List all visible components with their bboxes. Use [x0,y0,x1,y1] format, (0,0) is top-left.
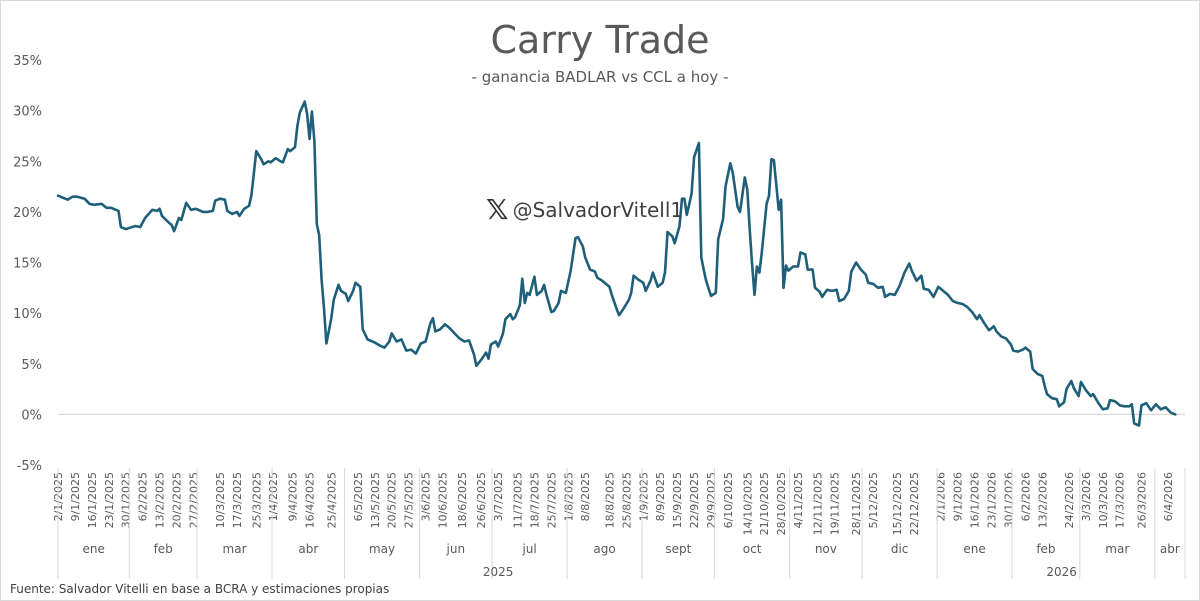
x-tick-label: 20/2/2025 [171,472,184,528]
x-tick-label: 16/1/2026 [969,472,982,528]
x-tick-label: 30/1/2025 [120,472,133,528]
x-tick-label: 5/12/2025 [867,472,880,528]
month-label: feb [154,542,173,556]
x-tick-label: 22/9/2025 [688,472,701,528]
x-tick-label: 17/3/2025 [231,472,244,528]
x-tick-label: 17/3/2026 [1114,472,1127,528]
y-tick-label: 20% [13,206,42,221]
x-axis: 2/1/20259/1/202516/1/202523/1/202530/1/2… [52,468,1186,579]
month-label: ago [593,542,615,556]
x-tick-label: 28/10/2025 [775,472,788,535]
series-line [56,100,1177,427]
month-label: oct [743,542,762,556]
month-label: ene [82,542,104,556]
month-label: mar [223,542,247,556]
x-tick-label: 29/9/2025 [705,472,718,528]
x-tick-label: 26/3/2026 [1135,472,1148,528]
x-tick-label: 23/1/2025 [103,472,116,528]
x-tick-label: 4/11/2025 [792,472,805,528]
month-label: abr [1160,542,1180,556]
x-tick-label: 6/5/2025 [352,472,365,521]
x-logo-icon: 𝕏 [486,193,509,226]
x-tick-label: 8/9/2025 [654,472,667,521]
y-axis: -5% 0% 5% 10% 15% 20% 25% 30% 35% [13,54,42,474]
month-label: abr [298,542,318,556]
y-tick-label: 35% [13,54,42,69]
x-tick-label: 28/11/2025 [850,472,863,535]
x-tick-label: 13/2/2025 [154,472,167,528]
x-tick-label: 10/6/2025 [437,472,450,528]
y-tick-label: 5% [21,358,42,373]
x-tick-label: 22/12/2025 [908,472,921,535]
x-tick-label: 13/2/2026 [1036,472,1049,528]
x-tick-label: 9/1/2026 [952,472,965,521]
x-tick-label: 27/2/2025 [187,472,200,528]
x-tick-label: 15/12/2025 [891,472,904,535]
x-tick-label: 30/1/2026 [1002,472,1015,528]
year-label: 2026 [1046,565,1077,579]
month-label: jul [521,542,536,556]
month-label: mar [1105,542,1129,556]
x-tick-label: 6/2/2026 [1019,472,1032,521]
x-tick-label: 25/8/2025 [620,472,633,528]
x-tick-label: 6/2/2025 [137,472,150,521]
y-tick-label: 30% [13,105,42,120]
x-tick-label: 1/9/2025 [637,472,650,521]
x-tick-label: 10/3/2026 [1097,472,1110,528]
x-tick-label: 27/5/2025 [403,472,416,528]
x-tick-label: 18/8/2025 [603,472,616,528]
x-tick-label: 19/11/2025 [828,472,841,535]
x-tick-label: 25/4/2025 [325,472,338,528]
x-tick-label: 21/10/2025 [758,472,771,535]
x-tick-label: 16/4/2025 [304,472,317,528]
y-tick-label: 15% [13,257,42,272]
x-tick-label: 24/2/2026 [1063,472,1076,528]
x-tick-label: 1/8/2025 [562,472,575,521]
month-label: sept [665,542,691,556]
x-tick-label: 25/3/2025 [250,472,263,528]
x-tick-label: 3/3/2026 [1080,472,1093,521]
x-tick-label: 25/7/2025 [545,472,558,528]
month-label: nov [815,542,837,556]
x-tick-label: 14/10/2025 [741,472,754,535]
x-tick-label: 2/1/2026 [935,472,948,521]
x-tick-label: 9/4/2025 [287,472,300,521]
y-tick-label: -5% [17,459,42,474]
x-tick-label: 8/8/2025 [579,472,592,521]
x-tick-label: 10/3/2025 [214,472,227,528]
chart-subtitle: - ganancia BADLAR vs CCL a hoy - [471,68,729,86]
watermark: 𝕏 @SalvadorVitell1 [486,196,683,224]
x-tick-label: 1/4/2025 [267,472,280,521]
x-tick-label: 13/5/2025 [369,472,382,528]
x-tick-label: 16/1/2025 [86,472,99,528]
y-tick-label: 25% [13,155,42,170]
watermark-handle: @SalvadorVitell1 [512,198,684,222]
month-label: jun [446,542,466,556]
x-tick-label: 18/6/2025 [456,472,469,528]
x-tick-label: 12/11/2025 [811,472,824,535]
month-label: dic [891,542,909,556]
x-tick-label: 26/6/2025 [475,472,488,528]
x-tick-label: 6/10/2025 [722,472,735,528]
year-label: 2025 [483,565,514,579]
plot-area [56,100,1185,427]
x-tick-label: 15/9/2025 [671,472,684,528]
y-tick-label: 0% [21,408,42,423]
x-tick-label: 9/1/2025 [69,472,82,521]
x-tick-label: 3/7/2025 [492,472,505,521]
month-label: feb [1036,542,1055,556]
source-note: Fuente: Salvador Vitelli en base a BCRA … [10,582,390,596]
x-tick-label: 23/1/2026 [986,472,999,528]
y-tick-label: 10% [13,307,42,322]
chart-title: Carry Trade [490,18,710,62]
month-label: ene [963,542,985,556]
month-label: may [369,542,395,556]
x-tick-label: 20/5/2025 [386,472,399,528]
x-tick-label: 11/7/2025 [512,472,525,528]
x-tick-label: 3/6/2025 [420,472,433,521]
x-tick-label: 18/7/2025 [528,472,541,528]
x-tick-label: 6/4/2026 [1162,472,1175,521]
